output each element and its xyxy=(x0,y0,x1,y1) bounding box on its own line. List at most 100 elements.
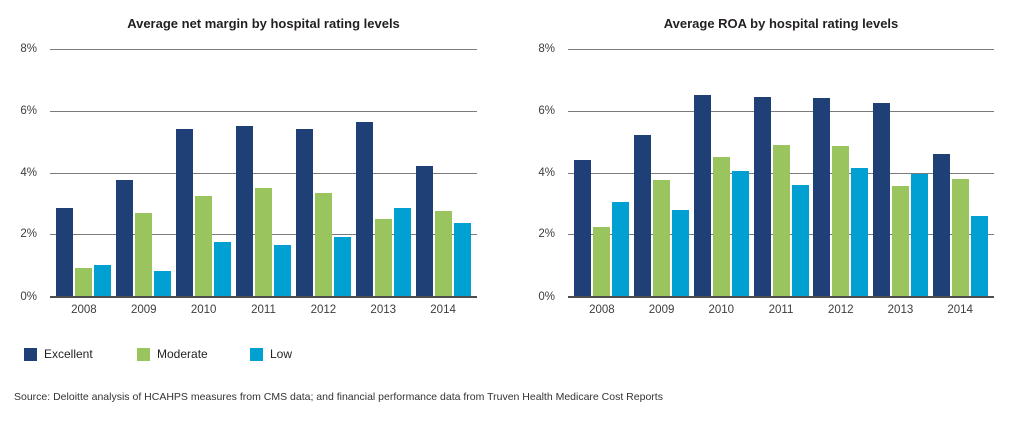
bar-group-2014 xyxy=(413,49,473,296)
source-note: Source: Deloitte analysis of HCAHPS meas… xyxy=(14,391,663,403)
bar-excellent-2011 xyxy=(236,126,253,296)
y-tick-label: 0% xyxy=(20,291,37,303)
bar-moderate-2013 xyxy=(891,186,909,296)
y-tick-label: 2% xyxy=(538,228,555,241)
bar-excellent-2008 xyxy=(574,160,592,296)
legend-label-excellent: Excellent xyxy=(44,347,93,361)
y-tick-label: 4% xyxy=(20,166,37,179)
gridline xyxy=(50,49,477,50)
x-tick-label-2012: 2012 xyxy=(827,304,854,316)
bar-moderate-2014 xyxy=(951,178,969,296)
charts-row: Average net margin by hospital rating le… xyxy=(0,0,1024,317)
legend-item-excellent: Excellent xyxy=(24,347,137,361)
bar-group-2013 xyxy=(871,49,931,296)
net-margin-chart-inner: Average net margin by hospital rating le… xyxy=(20,16,477,317)
gridline xyxy=(568,49,994,50)
x-tick-label-2013: 2013 xyxy=(887,304,914,316)
bar-low-2013 xyxy=(393,208,411,296)
bar-group-2009 xyxy=(632,49,692,296)
bar-excellent-2011 xyxy=(753,96,771,296)
bar-low-2011 xyxy=(791,184,809,296)
x-tick-label-2014: 2014 xyxy=(430,304,456,316)
bar-moderate-2013 xyxy=(374,218,392,296)
net-margin-chart: Average net margin by hospital rating le… xyxy=(0,0,512,317)
bar-group-2013 xyxy=(353,49,413,296)
bar-moderate-2008 xyxy=(593,226,611,296)
chart-title-roa: Average ROA by hospital rating levels xyxy=(663,16,899,31)
x-tick-label-2010: 2010 xyxy=(190,304,217,316)
bar-moderate-2009 xyxy=(653,180,671,296)
bar-group-2008 xyxy=(572,49,632,296)
bar-low-2008 xyxy=(94,265,112,296)
legend-swatch-excellent-icon xyxy=(24,347,37,361)
bar-group-2009 xyxy=(114,49,174,296)
bar-excellent-2008 xyxy=(56,208,74,296)
bar-group-2010 xyxy=(691,49,751,296)
bar-low-2011 xyxy=(274,245,291,296)
bar-low-2009 xyxy=(672,209,690,296)
bar-excellent-2013 xyxy=(872,103,890,296)
plot-area-net-margin: 8% 6% 4% 2% 0% xyxy=(20,43,477,303)
bar-group-2011 xyxy=(234,49,294,296)
y-tick-label: 6% xyxy=(20,104,37,117)
legend-swatch-low-icon xyxy=(250,347,263,361)
x-tick-label-2008: 2008 xyxy=(589,304,615,316)
bar-moderate-2012 xyxy=(314,192,332,296)
bar-moderate-2008 xyxy=(75,268,93,296)
x-tick-label-2010: 2010 xyxy=(708,304,735,316)
x-tick-label-2009: 2009 xyxy=(130,304,157,316)
bar-excellent-2012 xyxy=(813,98,831,296)
bar-low-2012 xyxy=(851,167,869,296)
bar-group-2010 xyxy=(174,49,234,296)
roa-chart-inner: Average ROA by hospital rating levels 8%… xyxy=(538,16,994,317)
bar-group-2008 xyxy=(54,49,114,296)
legend-item-low: Low xyxy=(250,347,363,361)
bar-moderate-2010 xyxy=(712,157,730,296)
bar-excellent-2014 xyxy=(415,166,433,296)
bar-group-2014 xyxy=(930,49,990,296)
bar-moderate-2011 xyxy=(772,144,790,296)
roa-chart: Average ROA by hospital rating levels 8%… xyxy=(512,0,1024,317)
bar-excellent-2014 xyxy=(932,153,950,296)
x-axis-labels-roa: 2008 2009 2010 2011 2012 2013 2014 xyxy=(568,303,994,317)
bar-groups xyxy=(50,49,477,296)
x-tick-label-2013: 2013 xyxy=(370,304,397,316)
bar-moderate-2012 xyxy=(832,146,850,296)
bar-excellent-2010 xyxy=(176,129,194,296)
gridline xyxy=(50,172,477,174)
y-tick-label: 0% xyxy=(538,291,555,303)
bar-group-2011 xyxy=(751,49,811,296)
legend-label-low: Low xyxy=(270,347,293,361)
bar-moderate-2010 xyxy=(195,195,213,296)
bar-excellent-2012 xyxy=(295,129,313,296)
bar-groups xyxy=(568,49,994,296)
x-tick-label-2011: 2011 xyxy=(768,304,794,316)
gridline xyxy=(568,110,994,112)
gridline xyxy=(50,110,477,112)
y-tick-label: 4% xyxy=(538,166,555,179)
bar-excellent-2009 xyxy=(634,135,652,296)
x-tick-label-2011: 2011 xyxy=(251,304,276,316)
bar-moderate-2009 xyxy=(135,212,153,296)
bar-group-2012 xyxy=(811,49,871,296)
bar-low-2010 xyxy=(731,170,749,296)
y-tick-label: 8% xyxy=(20,43,37,55)
bar-excellent-2009 xyxy=(116,180,134,296)
bar-low-2008 xyxy=(612,201,630,296)
x-tick-label-2012: 2012 xyxy=(310,304,337,316)
x-axis-labels-net-margin: 2008 2009 2010 2011 2012 2013 2014 xyxy=(50,303,477,317)
bar-low-2010 xyxy=(214,241,232,296)
bar-low-2014 xyxy=(970,215,988,296)
bar-moderate-2014 xyxy=(434,211,452,296)
legend-label-moderate: Moderate xyxy=(157,347,208,361)
x-tick-label-2014: 2014 xyxy=(947,304,973,316)
bar-excellent-2010 xyxy=(693,95,711,296)
x-tick-label-2008: 2008 xyxy=(71,304,97,316)
bar-low-2014 xyxy=(453,223,471,296)
bar-group-2012 xyxy=(293,49,353,296)
y-tick-label: 2% xyxy=(20,228,37,241)
legend-swatch-moderate-icon xyxy=(137,347,150,361)
bar-low-2012 xyxy=(333,237,351,296)
bar-moderate-2011 xyxy=(255,187,272,296)
